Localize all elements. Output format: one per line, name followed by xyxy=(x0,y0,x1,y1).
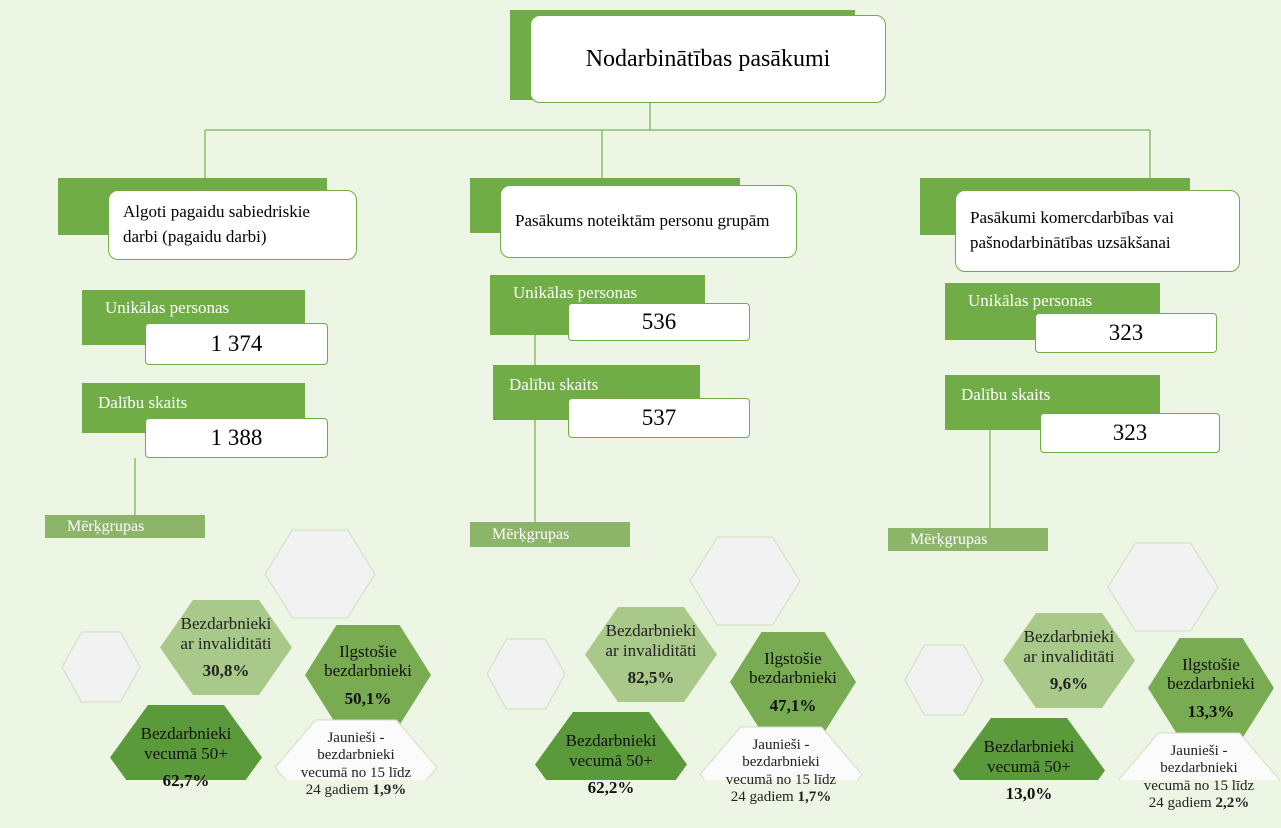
group-name: Bezdarbnieki ar invaliditāti xyxy=(180,614,272,653)
hexagon xyxy=(1003,613,1135,708)
group-name: Bezdarbnieki vecumā 50+ xyxy=(565,731,657,770)
unique-label-wrap: Unikālas personas xyxy=(968,291,1168,313)
participants-value: 1 388 xyxy=(210,425,263,450)
participants-value: 323 xyxy=(1112,420,1148,445)
unique-label: Unikālas personas xyxy=(105,298,230,317)
unique-label: Unikālas personas xyxy=(968,291,1093,310)
groups-label-box: Mērķgrupas xyxy=(888,528,1048,551)
hexagon xyxy=(160,600,292,695)
unique-label-wrap: Unikālas personas xyxy=(513,283,713,305)
participants-label-wrap: Dalību skaits xyxy=(98,393,298,415)
hexagon xyxy=(274,719,438,780)
groups-label-box: Mērķgrupas xyxy=(45,515,205,538)
group-name: Bezdarbnieki vecumā 50+ xyxy=(140,724,232,763)
title-box: Nodarbinātības pasākumi xyxy=(530,15,886,103)
group-value: 62,2% xyxy=(587,778,635,798)
section-box: Algoti pagaidu sabiedriskie darbi (pagai… xyxy=(108,190,357,260)
connectors xyxy=(61,102,1281,780)
group-value: 47,1% xyxy=(769,695,817,715)
hexagon xyxy=(904,644,984,716)
hexagon xyxy=(730,632,856,732)
hexagon xyxy=(305,625,431,725)
section-title: Pasākumi komercdarbības vai pašnodarbinā… xyxy=(970,208,1174,252)
unique-value: 1 374 xyxy=(210,331,263,356)
participants-value: 537 xyxy=(641,405,677,430)
group-text: Bezdarbnieki vecumā 50+ 62,2% xyxy=(553,712,669,817)
hexagon xyxy=(585,607,717,702)
participants-label: Dalību skaits xyxy=(961,385,1051,404)
hexagon xyxy=(535,712,687,780)
group-value: 13,0% xyxy=(1005,784,1053,804)
title: Nodarbinātības pasākumi xyxy=(585,45,831,72)
group-value: 13,3% xyxy=(1187,701,1235,721)
section-box: Pasākums noteiktām personu grupām xyxy=(500,185,797,258)
group-text: Ilgstošie bezdarbnieki 47,1% xyxy=(745,632,841,732)
participants-value-box: 1 388 xyxy=(145,418,328,458)
group-name: Ilgstošie bezdarbnieki xyxy=(324,641,412,681)
hexagon xyxy=(1117,732,1281,780)
groups-label: Mērķgrupas xyxy=(492,526,570,543)
participants-label: Dalību skaits xyxy=(98,393,188,412)
group-value: 9,6% xyxy=(1049,674,1089,694)
hexagon xyxy=(110,705,262,780)
unique-value-box: 323 xyxy=(1035,313,1217,353)
unique-label-wrap: Unikālas personas xyxy=(105,298,305,320)
group-text: Bezdarbnieki vecumā 50+ 13,0% xyxy=(971,718,1087,823)
diagram: Nodarbinātības pasākumi Algoti pagaidu s… xyxy=(45,10,1281,811)
unique-value-box: 536 xyxy=(568,303,750,341)
groups-label: Mērķgrupas xyxy=(67,518,145,535)
group-value: 62,7% xyxy=(162,771,210,791)
group-text: Bezdarbnieki ar invaliditāti 9,6% xyxy=(1019,613,1119,708)
group-name: Jaunieši - bezdarbnieki vecumā no 15 līd… xyxy=(300,730,412,798)
hexagon xyxy=(486,638,566,710)
unique-value: 323 xyxy=(1108,320,1144,345)
hexagon xyxy=(1107,542,1219,632)
group-value: 1,9% xyxy=(372,781,407,798)
group-text: Bezdarbnieki ar invaliditāti 82,5% xyxy=(601,607,701,702)
participants-value-box: 537 xyxy=(568,398,750,438)
participants-label: Dalību skaits xyxy=(509,375,599,394)
unique-value-box: 1 374 xyxy=(145,323,328,365)
unique-label: Unikālas personas xyxy=(513,283,638,302)
section-title: Pasākums noteiktām personu grupām xyxy=(515,211,770,231)
page: Nodarbinātības pasākumi Algoti pagaidu s… xyxy=(45,10,1281,811)
hexagon xyxy=(264,529,376,619)
hexagon xyxy=(61,631,141,703)
group-name: Bezdarbnieki vecumā 50+ xyxy=(983,737,1075,776)
participants-label-wrap: Dalību skaits xyxy=(509,375,709,397)
participants-label-wrap: Dalību skaits xyxy=(961,385,1161,407)
group-name: Bezdarbnieki ar invaliditāti xyxy=(605,621,697,660)
hexagon xyxy=(689,536,801,626)
group-value: 50,1% xyxy=(344,688,392,708)
hexagon xyxy=(699,726,863,780)
groups-label-box: Mērķgrupas xyxy=(470,522,630,547)
group-name: Ilgstošie bezdarbnieki xyxy=(749,648,837,688)
group-text: Ilgstošie bezdarbnieki 13,3% xyxy=(1163,638,1259,738)
group-text: Jaunieši - bezdarbnieki vecumā no 15 līd… xyxy=(719,727,842,822)
group-name: Ilgstošie bezdarbnieki xyxy=(1167,654,1255,694)
hexagon xyxy=(953,718,1105,780)
group-value: 2,2% xyxy=(1215,794,1250,811)
unique-value: 536 xyxy=(641,309,677,334)
section-title: Algoti pagaidu sabiedriskie darbi (pagai… xyxy=(123,202,310,246)
group-value: 30,8% xyxy=(202,661,250,681)
groups-label: Mērķgrupas xyxy=(910,531,988,548)
group-text: Jaunieši - bezdarbnieki vecumā no 15 līd… xyxy=(294,720,417,815)
group-name: Bezdarbnieki ar invaliditāti xyxy=(1023,627,1115,666)
group-text: Ilgstošie bezdarbnieki 50,1% xyxy=(320,625,416,725)
group-value: 82,5% xyxy=(627,668,675,688)
hexagon xyxy=(1148,638,1274,738)
section-box: Pasākumi komercdarbības vai pašnodarbinā… xyxy=(955,190,1240,272)
group-text: Bezdarbnieki ar invaliditāti 30,8% xyxy=(176,600,276,695)
group-text: Bezdarbnieki vecumā 50+ 62,7% xyxy=(128,705,244,810)
group-text: Jaunieši - bezdarbnieki vecumā no 15 līd… xyxy=(1137,733,1260,828)
participants-value-box: 323 xyxy=(1040,413,1220,453)
group-value: 1,7% xyxy=(797,788,832,805)
